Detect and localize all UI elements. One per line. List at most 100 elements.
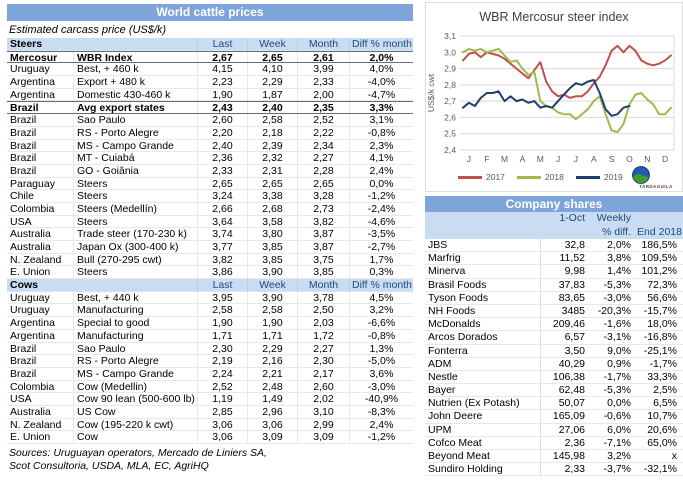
value-cell: 2,40 xyxy=(197,139,247,152)
header-1-oct: 1-Oct xyxy=(559,212,585,224)
country-cell: USA xyxy=(10,215,32,228)
steers-row: Brazil MT - Cuiabá 2,36 2,32 2,27 4,1% xyxy=(7,152,413,165)
company-name-cell: Tyson Foods xyxy=(425,291,541,305)
column-header: Month xyxy=(297,38,349,50)
value-cell: -40,9% xyxy=(349,393,413,405)
price-subtitle: Estimated carcass price (US$/k) xyxy=(9,24,167,36)
value-cell: 3,64 xyxy=(197,215,247,228)
end-2018-cell: 186,5% xyxy=(641,239,677,251)
x-tick-label: A xyxy=(591,154,597,164)
value-cell: -4,0% xyxy=(349,76,413,88)
value-cell: 3,10 xyxy=(297,405,349,418)
section-label: Steers xyxy=(10,38,43,50)
oct-value-cell: 145,98 xyxy=(552,450,585,462)
value-cell: 3,38 xyxy=(247,190,297,202)
tardaguila-logo: TARDAGUILA xyxy=(632,166,680,189)
x-tick-label: F xyxy=(484,154,489,164)
y-tick-label: 2,8 xyxy=(444,80,456,90)
country-cell: Colombia xyxy=(10,202,55,215)
steers-row: Brazil Sao Paulo 2,60 2,58 2,52 3,1% xyxy=(7,114,413,127)
value-cell: 2,48 xyxy=(247,380,297,393)
country-cell: Brazil xyxy=(10,164,37,177)
country-cell: Brazil xyxy=(10,342,37,355)
category-cell: RS - Porto Alegre xyxy=(73,126,197,139)
company-name-cell: ADM xyxy=(425,357,541,371)
value-cell: 2,4% xyxy=(349,164,413,177)
category-cell: Best, + 460 k xyxy=(73,63,197,76)
end-2018-cell: -16,8% xyxy=(643,331,677,344)
column-header: Week xyxy=(247,38,297,50)
value-cell: 2,22 xyxy=(297,126,349,139)
steers-row: Brazil Avg export states 2,43 2,40 2,35 3,3% xyxy=(7,101,413,115)
company-row: Arcos Dorados 6,57 -3,1% -16,8% xyxy=(425,331,683,345)
country-cell: Chile xyxy=(10,190,34,202)
category-cell: Steers xyxy=(73,266,197,279)
value-cell: 2,29 xyxy=(247,342,297,355)
value-cell: 2,65 xyxy=(247,51,297,63)
category-cell: MS - Campo Grande xyxy=(73,367,197,380)
value-cell: 2,20 xyxy=(197,126,247,139)
end-2018-cell: 18,0% xyxy=(647,318,677,331)
value-cell: 3,90 xyxy=(247,291,297,304)
x-tick-label: M xyxy=(537,154,544,164)
company-row: JBS 32,8 2,0% 186,5% xyxy=(425,239,683,253)
category-cell: Cow (195-220 k cwt) xyxy=(73,418,197,431)
category-cell: Cow xyxy=(73,431,197,443)
country-cell: Uruguay xyxy=(10,63,50,76)
value-cell: 2,58 xyxy=(197,304,247,317)
value-cell: 3,82 xyxy=(197,253,247,266)
legend-label: 2018 xyxy=(544,172,564,182)
series-2019-line xyxy=(462,79,631,117)
category-cell: Japan Ox (300-400 k) xyxy=(73,241,197,253)
value-cell: 0,0% xyxy=(349,177,413,190)
value-cell: 2,52 xyxy=(197,380,247,393)
country-cell: Brazil xyxy=(10,355,37,367)
category-cell: Bull (270-295 cwt) xyxy=(73,253,197,266)
value-cell: 3,24 xyxy=(197,190,247,202)
page-title: World cattle prices xyxy=(7,4,413,21)
end-2018-cell: 2,5% xyxy=(653,384,677,397)
category-cell: GO - Goiânia xyxy=(73,164,197,177)
value-cell: 2,17 xyxy=(297,367,349,380)
company-row: Sundiro Holding 2,33 -3,7% -32,1% xyxy=(425,463,683,477)
y-axis-title: US$/k cwt xyxy=(426,73,436,112)
x-tick-label: M xyxy=(501,154,508,164)
value-cell: -1,2% xyxy=(349,190,413,202)
value-cell: 3,58 xyxy=(247,215,297,228)
company-row: Bayer 62,48 -5,3% 2,5% xyxy=(425,384,683,398)
company-row: McDonalds 209,46 -1,6% 18,0% xyxy=(425,318,683,332)
value-cell: 2,60 xyxy=(297,380,349,393)
company-name-cell: Cofco Meat xyxy=(425,436,541,450)
value-cell: 2,58 xyxy=(247,304,297,317)
steers-row: Australia Japan Ox (300-400 k) 3,77 3,85 3,8… xyxy=(7,241,413,254)
legend-swatch xyxy=(575,175,600,179)
cattle-prices-panel: World cattle prices Estimated carcass pr… xyxy=(7,4,413,472)
weekly-diff-cell: -7,1% xyxy=(603,436,631,449)
value-cell: 2,30 xyxy=(297,355,349,367)
value-cell: 2,00 xyxy=(297,88,349,101)
value-cell: 2,28 xyxy=(297,164,349,177)
value-cell: 2,4% xyxy=(349,418,413,431)
company-name-cell: Beyond Meat xyxy=(425,450,541,463)
value-cell: -3,5% xyxy=(349,228,413,240)
category-cell: Cow (Medellin) xyxy=(73,380,197,393)
value-cell: 3,85 xyxy=(247,253,297,266)
value-cell: 2,33 xyxy=(297,76,349,88)
company-name-cell: Brasil Foods xyxy=(425,278,541,292)
category-cell: Steers xyxy=(73,190,197,202)
y-tick-label: 2,9 xyxy=(444,64,456,74)
header-spacer xyxy=(425,226,541,240)
steers-row: Paraguay Steers 2,65 2,65 2,65 0,0% xyxy=(7,177,413,191)
company-row: John Deere 165,09 -0,6% 10,7% xyxy=(425,410,683,424)
value-cell: 2,35 xyxy=(297,102,349,114)
value-cell: 2,31 xyxy=(247,164,297,177)
country-cell: Brazil xyxy=(10,102,39,114)
country-cell: Australia xyxy=(10,405,51,418)
weekly-diff-cell: -5,3% xyxy=(603,278,631,291)
category-cell: Steers xyxy=(73,177,197,190)
value-cell: 3,82 xyxy=(297,215,349,228)
value-cell: 4,5% xyxy=(349,291,413,304)
value-cell: 2,18 xyxy=(247,126,297,139)
value-cell: 3,87 xyxy=(297,241,349,253)
company-name-cell: Marfrig xyxy=(425,252,541,266)
